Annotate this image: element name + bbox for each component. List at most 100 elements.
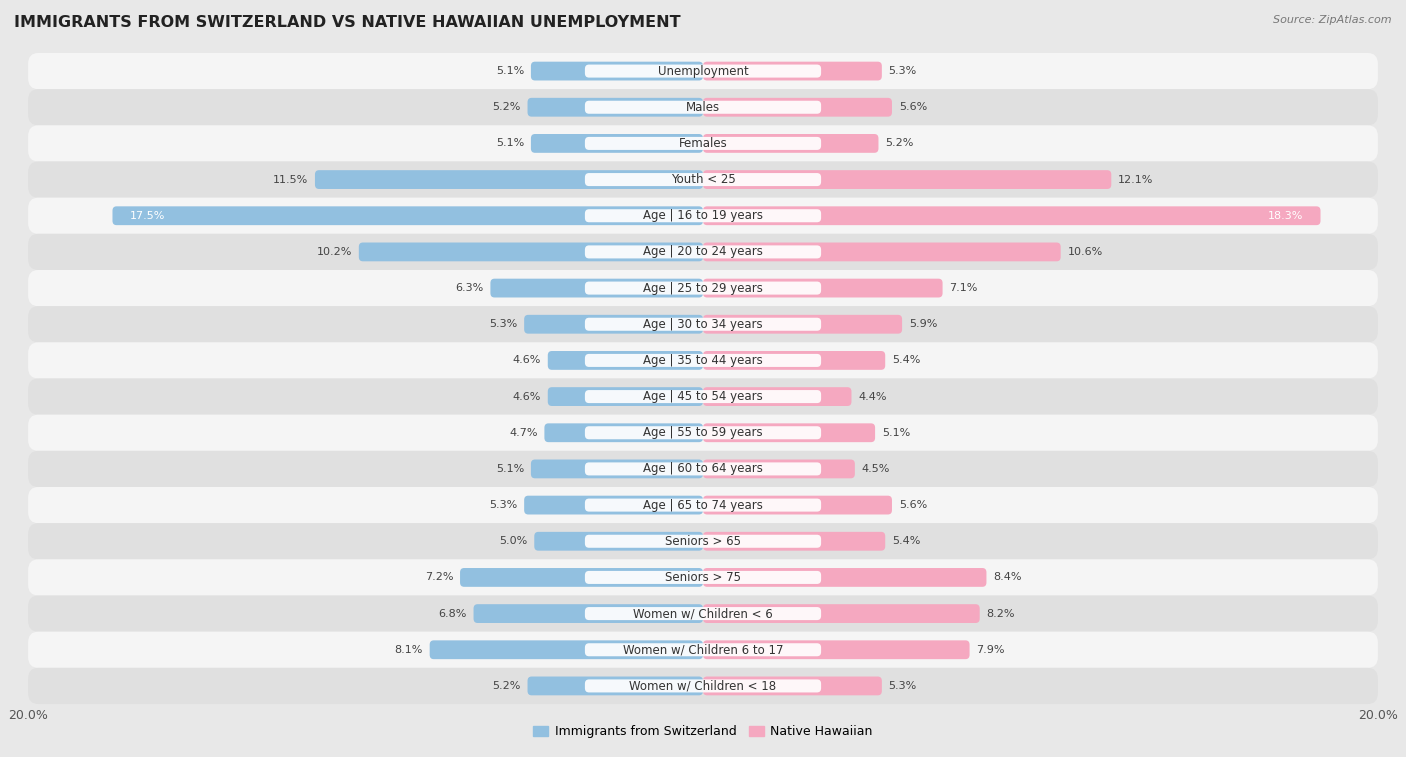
FancyBboxPatch shape bbox=[28, 559, 1378, 596]
Text: 5.1%: 5.1% bbox=[882, 428, 910, 438]
FancyBboxPatch shape bbox=[491, 279, 703, 298]
FancyBboxPatch shape bbox=[703, 640, 970, 659]
Text: 5.3%: 5.3% bbox=[489, 319, 517, 329]
Text: 5.4%: 5.4% bbox=[891, 536, 921, 547]
FancyBboxPatch shape bbox=[28, 631, 1378, 668]
FancyBboxPatch shape bbox=[703, 61, 882, 80]
FancyBboxPatch shape bbox=[585, 245, 821, 258]
Text: 5.2%: 5.2% bbox=[492, 102, 520, 112]
Text: 5.6%: 5.6% bbox=[898, 500, 927, 510]
FancyBboxPatch shape bbox=[28, 596, 1378, 631]
FancyBboxPatch shape bbox=[28, 161, 1378, 198]
FancyBboxPatch shape bbox=[703, 604, 980, 623]
FancyBboxPatch shape bbox=[359, 242, 703, 261]
Text: IMMIGRANTS FROM SWITZERLAND VS NATIVE HAWAIIAN UNEMPLOYMENT: IMMIGRANTS FROM SWITZERLAND VS NATIVE HA… bbox=[14, 15, 681, 30]
FancyBboxPatch shape bbox=[531, 459, 703, 478]
Text: 5.2%: 5.2% bbox=[886, 139, 914, 148]
FancyBboxPatch shape bbox=[28, 342, 1378, 378]
FancyBboxPatch shape bbox=[527, 98, 703, 117]
Text: 4.6%: 4.6% bbox=[513, 356, 541, 366]
Text: 5.3%: 5.3% bbox=[889, 66, 917, 76]
Text: Males: Males bbox=[686, 101, 720, 114]
Text: 4.7%: 4.7% bbox=[509, 428, 537, 438]
Text: Age | 16 to 19 years: Age | 16 to 19 years bbox=[643, 209, 763, 223]
Legend: Immigrants from Switzerland, Native Hawaiian: Immigrants from Switzerland, Native Hawa… bbox=[529, 721, 877, 743]
FancyBboxPatch shape bbox=[703, 279, 942, 298]
FancyBboxPatch shape bbox=[585, 137, 821, 150]
FancyBboxPatch shape bbox=[544, 423, 703, 442]
FancyBboxPatch shape bbox=[703, 568, 987, 587]
FancyBboxPatch shape bbox=[28, 126, 1378, 161]
FancyBboxPatch shape bbox=[28, 53, 1378, 89]
FancyBboxPatch shape bbox=[585, 426, 821, 439]
FancyBboxPatch shape bbox=[28, 89, 1378, 126]
FancyBboxPatch shape bbox=[524, 315, 703, 334]
Text: Age | 25 to 29 years: Age | 25 to 29 years bbox=[643, 282, 763, 294]
FancyBboxPatch shape bbox=[28, 306, 1378, 342]
FancyBboxPatch shape bbox=[585, 173, 821, 186]
Text: 17.5%: 17.5% bbox=[129, 210, 165, 221]
FancyBboxPatch shape bbox=[585, 643, 821, 656]
Text: Women w/ Children < 6: Women w/ Children < 6 bbox=[633, 607, 773, 620]
Text: Women w/ Children 6 to 17: Women w/ Children 6 to 17 bbox=[623, 643, 783, 656]
Text: 5.1%: 5.1% bbox=[496, 139, 524, 148]
FancyBboxPatch shape bbox=[28, 198, 1378, 234]
Text: 4.6%: 4.6% bbox=[513, 391, 541, 401]
FancyBboxPatch shape bbox=[28, 523, 1378, 559]
FancyBboxPatch shape bbox=[315, 170, 703, 189]
FancyBboxPatch shape bbox=[703, 170, 1111, 189]
Text: Seniors > 65: Seniors > 65 bbox=[665, 534, 741, 548]
Text: 7.9%: 7.9% bbox=[976, 645, 1005, 655]
FancyBboxPatch shape bbox=[534, 532, 703, 550]
FancyBboxPatch shape bbox=[28, 234, 1378, 270]
FancyBboxPatch shape bbox=[703, 459, 855, 478]
Text: Youth < 25: Youth < 25 bbox=[671, 173, 735, 186]
Text: 5.4%: 5.4% bbox=[891, 356, 921, 366]
FancyBboxPatch shape bbox=[28, 668, 1378, 704]
Text: 10.6%: 10.6% bbox=[1067, 247, 1102, 257]
FancyBboxPatch shape bbox=[585, 354, 821, 367]
Text: 5.3%: 5.3% bbox=[489, 500, 517, 510]
FancyBboxPatch shape bbox=[585, 282, 821, 294]
FancyBboxPatch shape bbox=[524, 496, 703, 515]
Text: 10.2%: 10.2% bbox=[316, 247, 352, 257]
Text: 5.1%: 5.1% bbox=[496, 66, 524, 76]
FancyBboxPatch shape bbox=[585, 101, 821, 114]
FancyBboxPatch shape bbox=[531, 61, 703, 80]
Text: Age | 30 to 34 years: Age | 30 to 34 years bbox=[643, 318, 763, 331]
Text: 5.3%: 5.3% bbox=[889, 681, 917, 691]
Text: Age | 45 to 54 years: Age | 45 to 54 years bbox=[643, 390, 763, 403]
Text: Age | 20 to 24 years: Age | 20 to 24 years bbox=[643, 245, 763, 258]
Text: 7.1%: 7.1% bbox=[949, 283, 977, 293]
FancyBboxPatch shape bbox=[703, 242, 1060, 261]
FancyBboxPatch shape bbox=[703, 532, 886, 550]
FancyBboxPatch shape bbox=[28, 415, 1378, 451]
FancyBboxPatch shape bbox=[548, 387, 703, 406]
FancyBboxPatch shape bbox=[585, 390, 821, 403]
Text: 4.4%: 4.4% bbox=[858, 391, 887, 401]
FancyBboxPatch shape bbox=[460, 568, 703, 587]
FancyBboxPatch shape bbox=[585, 463, 821, 475]
Text: 6.3%: 6.3% bbox=[456, 283, 484, 293]
FancyBboxPatch shape bbox=[703, 387, 852, 406]
Text: Seniors > 75: Seniors > 75 bbox=[665, 571, 741, 584]
FancyBboxPatch shape bbox=[548, 351, 703, 370]
FancyBboxPatch shape bbox=[585, 318, 821, 331]
FancyBboxPatch shape bbox=[527, 677, 703, 696]
FancyBboxPatch shape bbox=[112, 207, 703, 225]
FancyBboxPatch shape bbox=[531, 134, 703, 153]
Text: 8.1%: 8.1% bbox=[395, 645, 423, 655]
Text: Age | 35 to 44 years: Age | 35 to 44 years bbox=[643, 354, 763, 367]
FancyBboxPatch shape bbox=[703, 677, 882, 696]
FancyBboxPatch shape bbox=[703, 351, 886, 370]
Text: Source: ZipAtlas.com: Source: ZipAtlas.com bbox=[1274, 15, 1392, 25]
FancyBboxPatch shape bbox=[585, 534, 821, 548]
FancyBboxPatch shape bbox=[28, 451, 1378, 487]
Text: 4.5%: 4.5% bbox=[862, 464, 890, 474]
Text: Age | 65 to 74 years: Age | 65 to 74 years bbox=[643, 499, 763, 512]
Text: 11.5%: 11.5% bbox=[273, 175, 308, 185]
Text: Age | 60 to 64 years: Age | 60 to 64 years bbox=[643, 463, 763, 475]
FancyBboxPatch shape bbox=[28, 270, 1378, 306]
FancyBboxPatch shape bbox=[430, 640, 703, 659]
Text: 8.2%: 8.2% bbox=[987, 609, 1015, 618]
